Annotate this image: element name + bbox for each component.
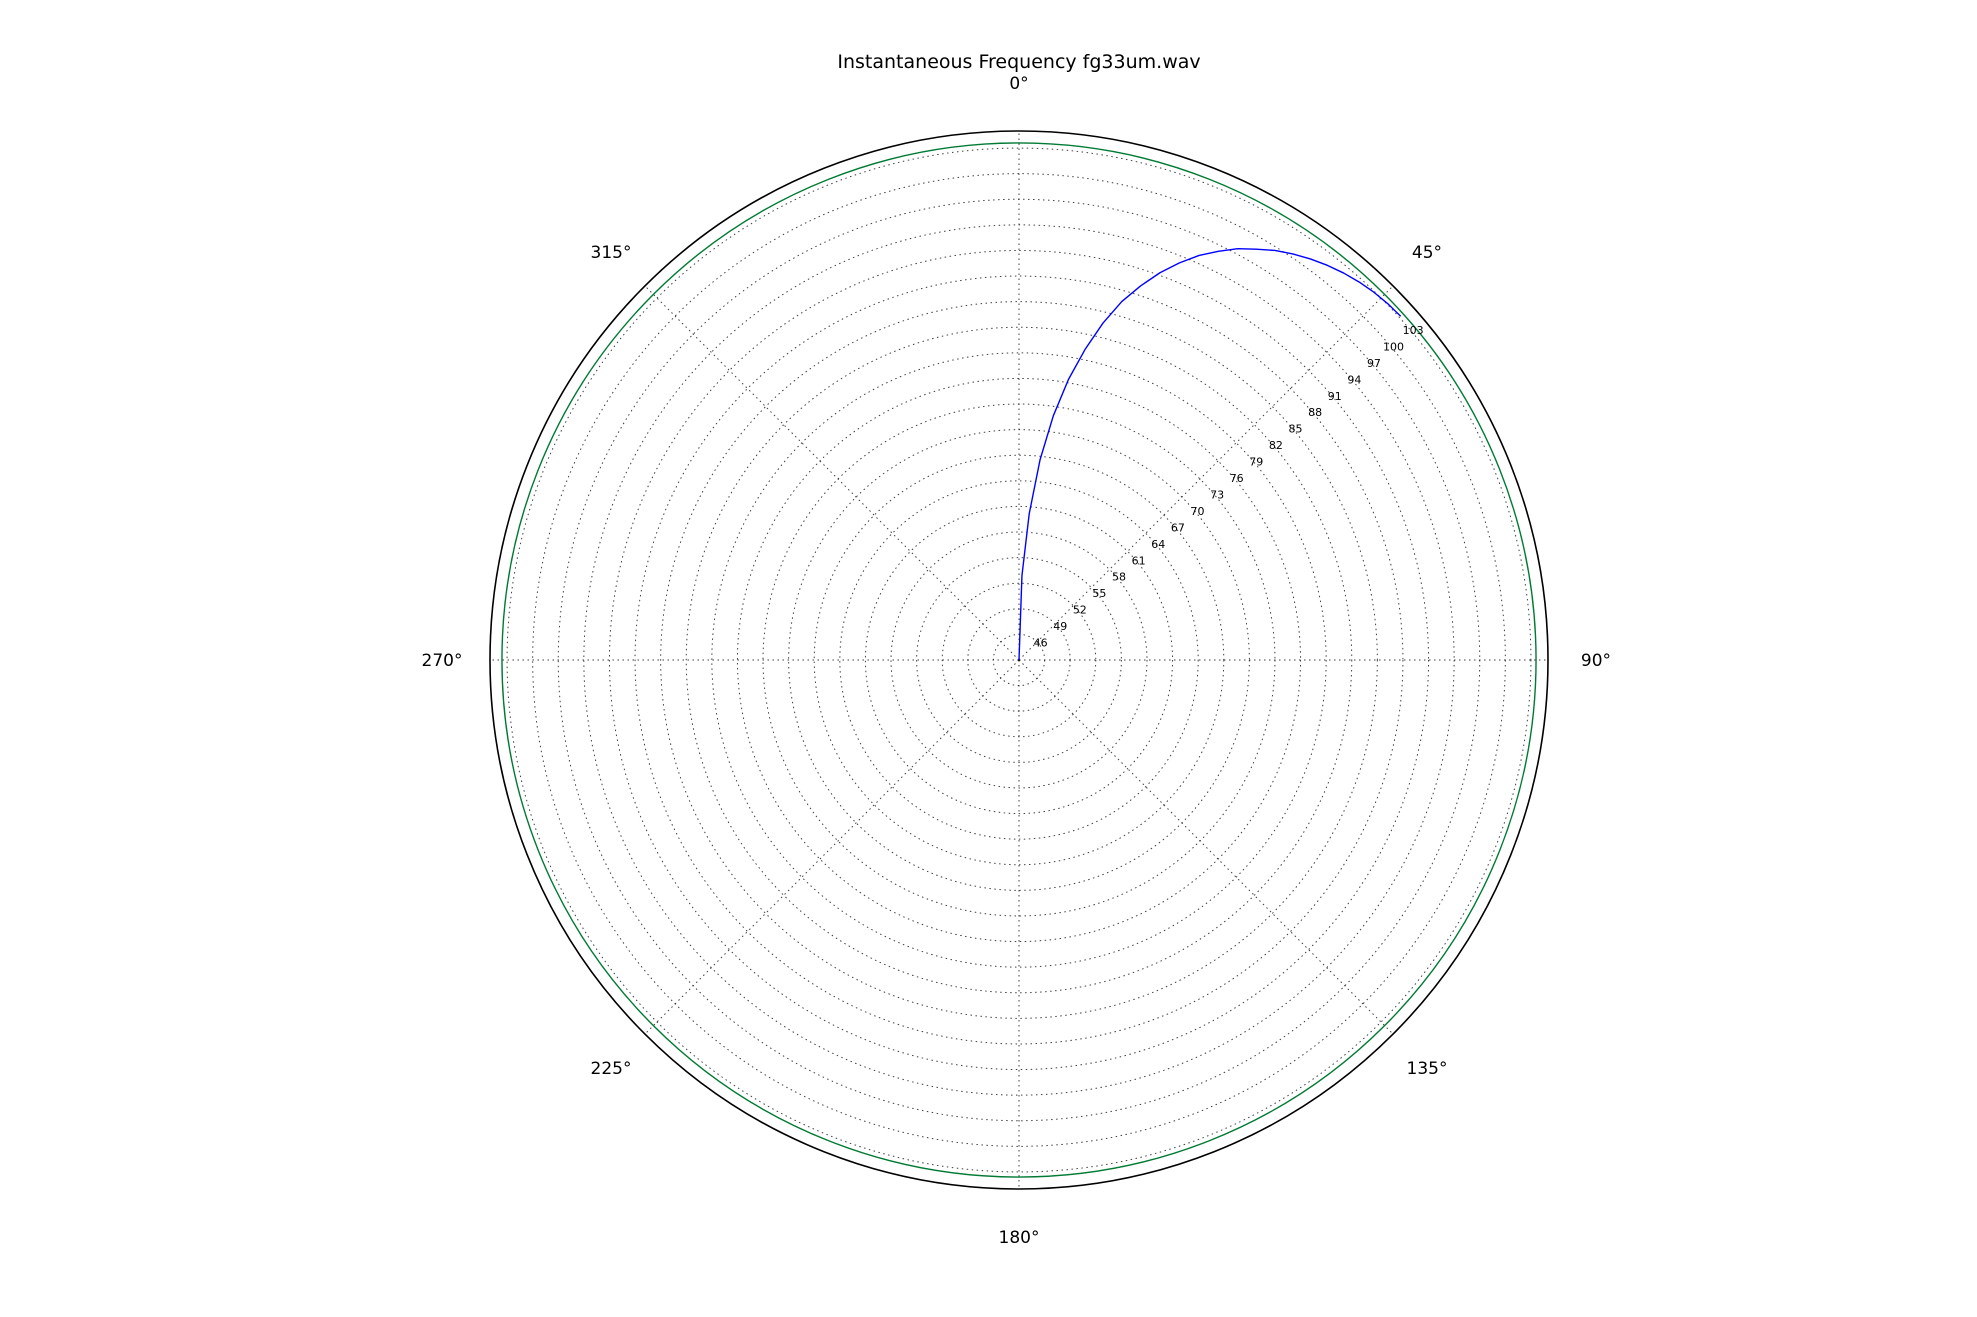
radial-tick-label-100: 100 bbox=[1383, 340, 1404, 353]
angle-tick-label-135: 135° bbox=[1407, 1059, 1448, 1079]
radial-tick-label-88: 88 bbox=[1308, 406, 1322, 419]
grid-ring-88 bbox=[634, 275, 1404, 1045]
angle-tick-label-180: 180° bbox=[999, 1228, 1040, 1248]
radial-tick-label-61: 61 bbox=[1132, 554, 1146, 567]
angle-tick-label-315: 315° bbox=[591, 243, 632, 263]
radial-tick-label-49: 49 bbox=[1053, 620, 1067, 633]
angle-tick-label-90: 90° bbox=[1581, 651, 1611, 671]
series-layer bbox=[501, 142, 1537, 1178]
radial-tick-label-82: 82 bbox=[1269, 439, 1283, 452]
radial-tick-label-79: 79 bbox=[1249, 456, 1263, 469]
radial-tick-label-46: 46 bbox=[1034, 637, 1048, 650]
angle-tick-label-225: 225° bbox=[591, 1059, 632, 1079]
polar-labels: 0° 45° 90° 135° 180° 225° 270° 315° 46 49 52 55 58 61… bbox=[422, 74, 1612, 1248]
grid-spoke-135 bbox=[1018, 659, 1394, 1035]
grid-ring-55 bbox=[916, 557, 1122, 763]
angle-tick-label-0: 0° bbox=[1009, 74, 1028, 94]
radial-tick-label-97: 97 bbox=[1367, 357, 1381, 370]
grid-ring-85 bbox=[660, 301, 1378, 1019]
series-0-line bbox=[1018, 247, 1402, 661]
radial-tick-label-94: 94 bbox=[1347, 373, 1361, 386]
radial-tick-label-76: 76 bbox=[1230, 472, 1244, 485]
grid-ring-91 bbox=[608, 249, 1430, 1071]
radial-tick-label-85: 85 bbox=[1289, 423, 1303, 436]
grid-ring-79 bbox=[711, 352, 1327, 968]
chart-title: Instantaneous Frequency fg33um.wav bbox=[837, 51, 1200, 73]
radial-tick-label-67: 67 bbox=[1171, 521, 1185, 534]
polar-outer-frame bbox=[489, 130, 1549, 1190]
radial-tick-label-103: 103 bbox=[1403, 324, 1424, 337]
grid-ring-58 bbox=[890, 531, 1148, 789]
grid-ring-103 bbox=[506, 147, 1532, 1173]
radial-tick-label-73: 73 bbox=[1210, 488, 1224, 501]
angle-tick-label-45: 45° bbox=[1412, 243, 1442, 263]
angle-tick-label-270: 270° bbox=[422, 651, 463, 671]
series-1-line bbox=[501, 142, 1537, 1178]
radial-tick-label-55: 55 bbox=[1092, 587, 1106, 600]
grid-ring-52 bbox=[941, 582, 1097, 738]
grid-ring-76 bbox=[736, 377, 1302, 943]
grid-ring-61 bbox=[864, 505, 1174, 815]
radial-tick-label-91: 91 bbox=[1328, 390, 1342, 403]
grid-ring-64 bbox=[839, 480, 1199, 840]
polar-grid bbox=[490, 131, 1548, 1189]
grid-spoke-45 bbox=[1018, 285, 1394, 661]
radial-tick-label-58: 58 bbox=[1112, 571, 1126, 584]
radial-tick-label-52: 52 bbox=[1073, 604, 1087, 617]
grid-ring-82 bbox=[685, 326, 1353, 994]
grid-ring-67 bbox=[813, 454, 1225, 866]
radial-tick-label-64: 64 bbox=[1151, 538, 1165, 551]
radial-tick-label-70: 70 bbox=[1190, 505, 1204, 518]
grid-spoke-225 bbox=[644, 659, 1020, 1035]
grid-spoke-315 bbox=[644, 285, 1020, 661]
polar-frame bbox=[489, 130, 1549, 1190]
